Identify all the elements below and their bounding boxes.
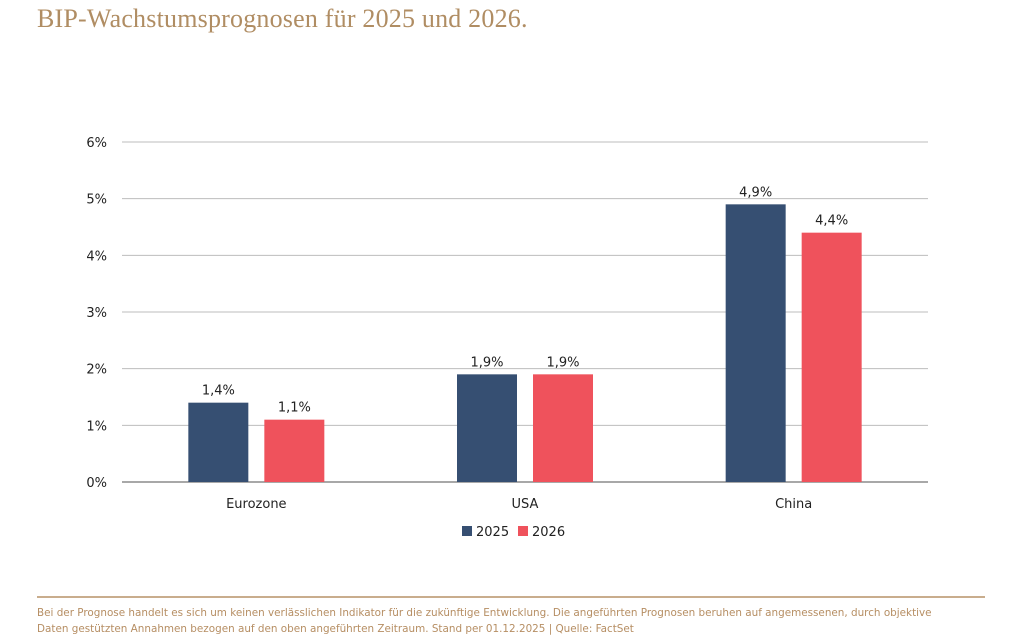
y-tick-label: 3%	[86, 306, 107, 321]
data-label: 4,9%	[739, 185, 772, 200]
legend-swatch-2025	[462, 526, 472, 536]
bar-eurozone-2025	[188, 402, 249, 482]
data-label: 1,9%	[546, 355, 579, 370]
data-label: 4,4%	[815, 214, 848, 229]
category-label: USA	[512, 497, 539, 512]
footer-line-1: Bei der Prognose handelt es sich um kein…	[37, 607, 932, 619]
y-tick-label: 0%	[86, 476, 107, 491]
bar-usa-2025	[457, 374, 517, 482]
data-labels: 1,4% 1,1% 1,9% 1,9% 4,9% 4,4%	[202, 185, 848, 415]
y-tick-label: 6%	[86, 136, 107, 151]
y-axis-ticks: 0% 1% 2% 3% 4% 5% 6%	[86, 136, 107, 491]
bar-chart: 0%1%2%3%4%5%6% 1,4%1,1%1,9% 1,9%4,9%4,4% …	[86, 136, 928, 540]
bar-usa-2026	[533, 374, 593, 482]
bar-china-2025	[725, 204, 786, 483]
y-tick-label: 1%	[86, 419, 107, 434]
y-tick-label: 2%	[86, 363, 107, 378]
y-tick-label: 4%	[86, 249, 107, 264]
gridlines	[122, 141, 928, 483]
legend: 2025 2026	[462, 525, 565, 540]
category-label: Eurozone	[226, 497, 286, 512]
category-labels: Eurozone USA China	[226, 497, 812, 512]
y-tick-label: 5%	[86, 193, 107, 208]
legend-label-2025: 2025	[476, 525, 509, 540]
chart-title: BIP-Wachstumsprognosen für 2025 und 2026…	[37, 4, 528, 33]
bar-china-2026	[801, 232, 862, 482]
footer-divider	[37, 596, 985, 598]
legend-label-2026: 2026	[532, 525, 565, 540]
legend-swatch-2026	[518, 526, 528, 536]
data-label: 1,9%	[470, 355, 503, 370]
category-label: China	[775, 497, 812, 512]
footer-line-2: Daten gestützten Annahmen bezogen auf de…	[37, 623, 634, 635]
data-label: 1,4%	[202, 384, 235, 399]
bars	[188, 204, 862, 483]
data-label: 1,1%	[278, 401, 311, 416]
bar-eurozone-2026	[264, 419, 325, 482]
footer-disclaimer: Bei der Prognose handelt es sich um kein…	[37, 605, 997, 637]
